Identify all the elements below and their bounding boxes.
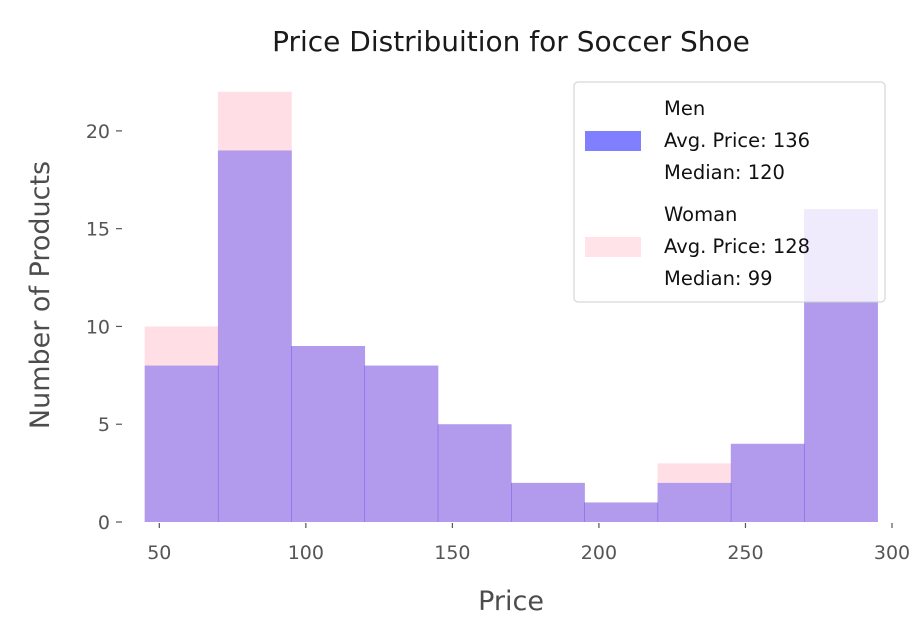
men-bar-0 [144, 365, 219, 522]
legend-label-men-0: Men [664, 97, 705, 120]
y-tick-label-10: 10 [86, 316, 110, 338]
legend-label-woman-0: Woman [664, 203, 737, 226]
men-bars [144, 150, 878, 522]
legend: Men Avg. Price: 136 Median: 120 Woman Avg. P… [573, 81, 886, 303]
legend-swatch-woman [585, 237, 641, 257]
y-axis-label: Number of Products [25, 161, 56, 429]
woman-bar-6 [584, 502, 659, 522]
men-bar-3 [364, 365, 439, 522]
woman-bar-4 [437, 424, 512, 522]
x-tick-label-150: 150 [434, 542, 470, 564]
men-bar-7 [657, 482, 732, 522]
woman-bar-3 [364, 365, 439, 522]
x-tick-label-100: 100 [288, 542, 324, 564]
y-tick-label-0: 0 [98, 512, 110, 534]
x-tick-label-250: 250 [727, 542, 763, 564]
woman-bars [144, 91, 878, 523]
y-tick-label-15: 15 [86, 219, 110, 241]
woman-bar-2 [291, 346, 366, 522]
woman-bar-8 [730, 443, 805, 522]
y-axis: 0 5 10 15 20 [86, 121, 122, 534]
legend-label-woman-1: Avg. Price: 128 [664, 235, 810, 258]
legend-label-men-1: Avg. Price: 136 [664, 129, 810, 152]
men-bar-4 [437, 424, 512, 522]
legend-frame [573, 81, 886, 303]
men-bar-1 [217, 150, 292, 522]
chart-title: Price Distribuition for Soccer Shoe [272, 25, 750, 58]
y-tick-label-5: 5 [98, 414, 110, 436]
legend-swatch-men [585, 131, 641, 151]
x-axis-label: Price [478, 586, 544, 617]
men-bar-2 [291, 346, 366, 522]
men-bar-6 [584, 502, 659, 522]
men-bar-5 [511, 482, 585, 522]
legend-label-men-2: Median: 120 [664, 161, 785, 184]
woman-bar-0 [144, 326, 219, 522]
legend-label-woman-2: Median: 99 [664, 267, 773, 290]
woman-bar-5 [511, 482, 585, 522]
x-tick-label-200: 200 [581, 542, 617, 564]
x-axis: 50 100 150 200 250 300 [147, 523, 910, 564]
men-bar-8 [730, 443, 805, 522]
x-tick-label-50: 50 [147, 542, 171, 564]
x-tick-label-300: 300 [874, 542, 910, 564]
y-tick-label-20: 20 [86, 121, 110, 143]
woman-bar-1 [217, 91, 292, 523]
woman-bar-7 [657, 463, 732, 522]
